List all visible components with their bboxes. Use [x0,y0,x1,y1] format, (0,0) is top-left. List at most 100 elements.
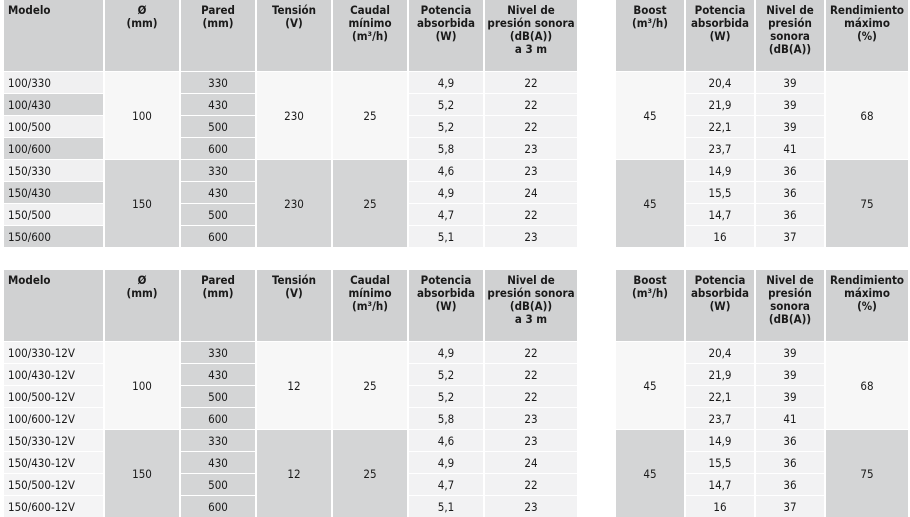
power-cell: 4,9 [409,341,483,363]
noise-cell: 24 [485,451,577,473]
wall-cell: 430 [181,363,255,385]
noise-cell: 24 [485,181,577,203]
noise-cell: 23 [485,429,577,451]
boost-noise-cell: 39 [756,363,824,385]
header-performance: Rendimiento máximo (%) [826,270,908,341]
header-voltage: Tensión (V) [257,0,331,71]
boost-table-230v: Boost (m³/h) Potencia absorbida (W) Nivel de p… [614,0,910,247]
table-row: 22,1 39 [616,385,908,407]
wall-cell: 600 [181,495,255,517]
header-diameter: Ø (mm) [105,0,179,71]
min-flow-cell: 25 [333,429,407,517]
noise-cell: 22 [485,115,577,137]
noise-cell: 22 [485,203,577,225]
table-row: 100/330 100 330 230 25 4,9 22 [4,71,577,159]
diameter-cell: 100 [105,71,179,159]
header-row: Modelo Ø (mm) Pared (mm) Tensión (V) Caudal míni… [4,0,577,71]
table-row: 23,7 41 [616,407,908,429]
noise-cell: 22 [485,473,577,495]
header-performance: Rendimiento máximo (%) [826,0,908,71]
model-cell: 150/600 [4,225,103,247]
wall-cell: 600 [181,407,255,429]
boost-power-cell: 21,9 [686,363,754,385]
boost-noise-cell: 36 [756,429,824,451]
noise-cell: 22 [485,71,577,93]
boost-power-cell: 15,5 [686,451,754,473]
header-boost: Boost (m³/h) [616,0,684,71]
table-row: 21,9 39 [616,93,908,115]
diameter-cell: 150 [105,159,179,247]
model-cell: 100/600-12V [4,407,103,429]
wall-cell: 500 [181,385,255,407]
power-cell: 4,9 [409,181,483,203]
header-boost-noise: Nivel de presión sonora (dB(A)) [756,270,824,341]
boost-power-cell: 20,4 [686,71,754,93]
power-cell: 5,1 [409,495,483,517]
boost-noise-cell: 36 [756,473,824,495]
table-row: 14,7 36 [616,203,908,225]
power-cell: 4,6 [409,159,483,181]
model-cell: 100/500 [4,115,103,137]
power-cell: 4,9 [409,451,483,473]
table-row: 100/430-12V 430 5,2 22 [4,363,577,385]
diameter-cell: 150 [105,429,179,517]
boost-cell: 45 [616,71,684,159]
boost-power-cell: 14,9 [686,159,754,181]
noise-cell: 22 [485,385,577,407]
noise-cell: 22 [485,93,577,115]
power-cell: 5,2 [409,385,483,407]
wall-cell: 430 [181,181,255,203]
model-cell: 150/500-12V [4,473,103,495]
noise-cell: 23 [485,495,577,517]
noise-cell: 23 [485,159,577,181]
voltage-cell: 230 [257,71,331,159]
table-row: 150/500 500 4,7 22 [4,203,577,225]
boost-noise-cell: 39 [756,115,824,137]
boost-noise-cell: 36 [756,159,824,181]
header-noise: Nivel de presión sonora (dB(A)) a 3 m [485,270,577,341]
wall-cell: 330 [181,159,255,181]
min-flow-cell: 25 [333,71,407,159]
performance-cell: 68 [826,71,908,159]
table-row: 100/600-12V 600 5,8 23 [4,407,577,429]
table-row: 100/600 600 5,8 23 [4,137,577,159]
table-row: 100/430 430 5,2 22 [4,93,577,115]
boost-noise-cell: 36 [756,451,824,473]
table-row: 45 14,9 36 75 [616,429,908,517]
table-row: 100/330-12V 100 330 12 25 4,9 22 [4,341,577,429]
table-row: 150/330 150 330 230 25 4,6 23 [4,159,577,247]
power-cell: 5,1 [409,225,483,247]
boost-noise-cell: 37 [756,225,824,247]
noise-cell: 23 [485,137,577,159]
power-cell: 4,7 [409,203,483,225]
noise-cell: 22 [485,341,577,363]
header-power: Potencia absorbida (W) [409,0,483,71]
header-voltage: Tensión (V) [257,270,331,341]
table-row: 150/600 600 5,1 23 [4,225,577,247]
wall-cell: 330 [181,71,255,93]
boost-cell: 45 [616,429,684,517]
model-cell: 150/430-12V [4,451,103,473]
power-cell: 4,9 [409,71,483,93]
performance-cell: 68 [826,341,908,429]
table-row: 100/500 500 5,2 22 [4,115,577,137]
boost-noise-cell: 41 [756,137,824,159]
boost-power-cell: 21,9 [686,93,754,115]
wall-cell: 430 [181,451,255,473]
model-cell: 150/330-12V [4,429,103,451]
model-cell: 100/330-12V [4,341,103,363]
power-cell: 5,2 [409,115,483,137]
boost-power-cell: 14,7 [686,203,754,225]
wall-cell: 600 [181,225,255,247]
table-row: 150/330-12V 150 330 12 25 4,6 23 [4,429,577,517]
table-row: 15,5 36 [616,181,908,203]
power-cell: 5,8 [409,137,483,159]
wall-cell: 600 [181,137,255,159]
header-model: Modelo [4,270,103,341]
boost-power-cell: 14,7 [686,473,754,495]
boost-power-cell: 22,1 [686,115,754,137]
model-cell: 150/330 [4,159,103,181]
header-boost-noise: Nivel de presión sonora (dB(A)) [756,0,824,71]
header-min-flow: Caudal mínimo (m³/h) [333,0,407,71]
min-flow-cell: 25 [333,341,407,429]
